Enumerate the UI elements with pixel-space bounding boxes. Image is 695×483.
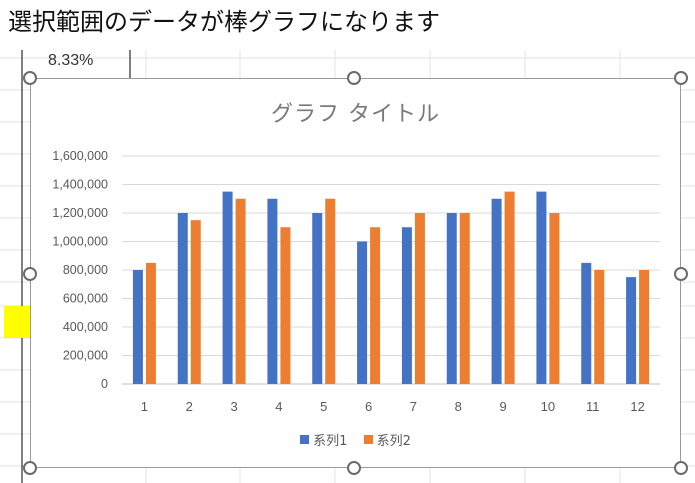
y-tick-label: 1,000,000 <box>52 235 108 249</box>
y-tick-label: 1,200,000 <box>52 206 108 220</box>
x-tick-label: 8 <box>455 399 462 414</box>
y-tick-label: 600,000 <box>63 292 108 306</box>
bar-series1 <box>536 191 547 384</box>
legend-item-series1: 系列1 <box>300 430 347 449</box>
y-tick-label: 1,400,000 <box>52 178 108 192</box>
bar-series1 <box>312 213 323 384</box>
bar-series1 <box>357 241 368 384</box>
bar-series1 <box>177 213 188 384</box>
legend-label-series1: 系列1 <box>313 434 348 449</box>
x-tick-label: 2 <box>186 399 193 414</box>
x-tick-label: 1 <box>141 399 148 414</box>
x-tick-label: 11 <box>586 399 600 414</box>
bar-series2 <box>370 227 381 384</box>
bar-series2 <box>325 198 336 384</box>
y-tick-label: 1,600,000 <box>52 149 108 163</box>
highlighted-cell <box>4 306 30 338</box>
resize-handle-left[interactable] <box>23 267 37 281</box>
legend-swatch-series2 <box>363 435 373 444</box>
bar-series1 <box>267 198 278 384</box>
chart-legend[interactable]: 系列1 系列2 <box>30 430 681 449</box>
bar-series2 <box>594 270 605 384</box>
x-tick-label: 3 <box>230 399 237 414</box>
y-tick-label: 800,000 <box>63 263 108 277</box>
y-tick-label: 0 <box>101 377 108 391</box>
resize-handle-top[interactable] <box>347 71 361 85</box>
bar-series1 <box>446 213 457 384</box>
resize-handle-bottom[interactable] <box>347 461 361 475</box>
bar-series2 <box>549 213 560 384</box>
bar-series1 <box>222 191 233 384</box>
legend-swatch-series1 <box>300 435 310 444</box>
bar-series1 <box>132 270 143 384</box>
x-tick-label: 10 <box>541 399 555 414</box>
resize-handle-bottom-right[interactable] <box>674 461 688 475</box>
x-tick-label: 12 <box>630 399 644 414</box>
bar-series2 <box>280 227 291 384</box>
bar-series2 <box>639 270 650 384</box>
bar-series1 <box>581 262 592 384</box>
bar-series2 <box>235 198 246 384</box>
bar-series1 <box>626 277 637 384</box>
bar-series2 <box>504 191 515 384</box>
bar-series1 <box>401 227 412 384</box>
bar-series2 <box>190 220 201 384</box>
resize-handle-right[interactable] <box>674 267 688 281</box>
resize-handle-top-left[interactable] <box>23 71 37 85</box>
cell-percentage-value: 8.33% <box>48 52 94 69</box>
x-tick-label: 9 <box>499 399 506 414</box>
legend-item-series2: 系列2 <box>363 430 411 449</box>
resize-handle-top-right[interactable] <box>674 71 688 85</box>
x-tick-label: 7 <box>410 399 417 414</box>
chart-title[interactable]: グラフ タイトル <box>271 102 440 127</box>
x-tick-label: 5 <box>320 399 327 414</box>
legend-label-series2: 系列2 <box>376 434 411 449</box>
y-tick-label: 400,000 <box>63 320 108 334</box>
y-tick-label: 200,000 <box>63 349 108 363</box>
bar-series2 <box>414 213 425 384</box>
instruction-caption: 選択範囲のデータが棒グラフになります <box>8 8 440 36</box>
resize-handle-bottom-left[interactable] <box>23 461 37 475</box>
bar-series1 <box>491 198 502 384</box>
bar-series2 <box>145 262 156 384</box>
x-tick-label: 6 <box>365 399 372 414</box>
x-tick-label: 4 <box>275 399 282 414</box>
bar-series2 <box>459 213 470 384</box>
